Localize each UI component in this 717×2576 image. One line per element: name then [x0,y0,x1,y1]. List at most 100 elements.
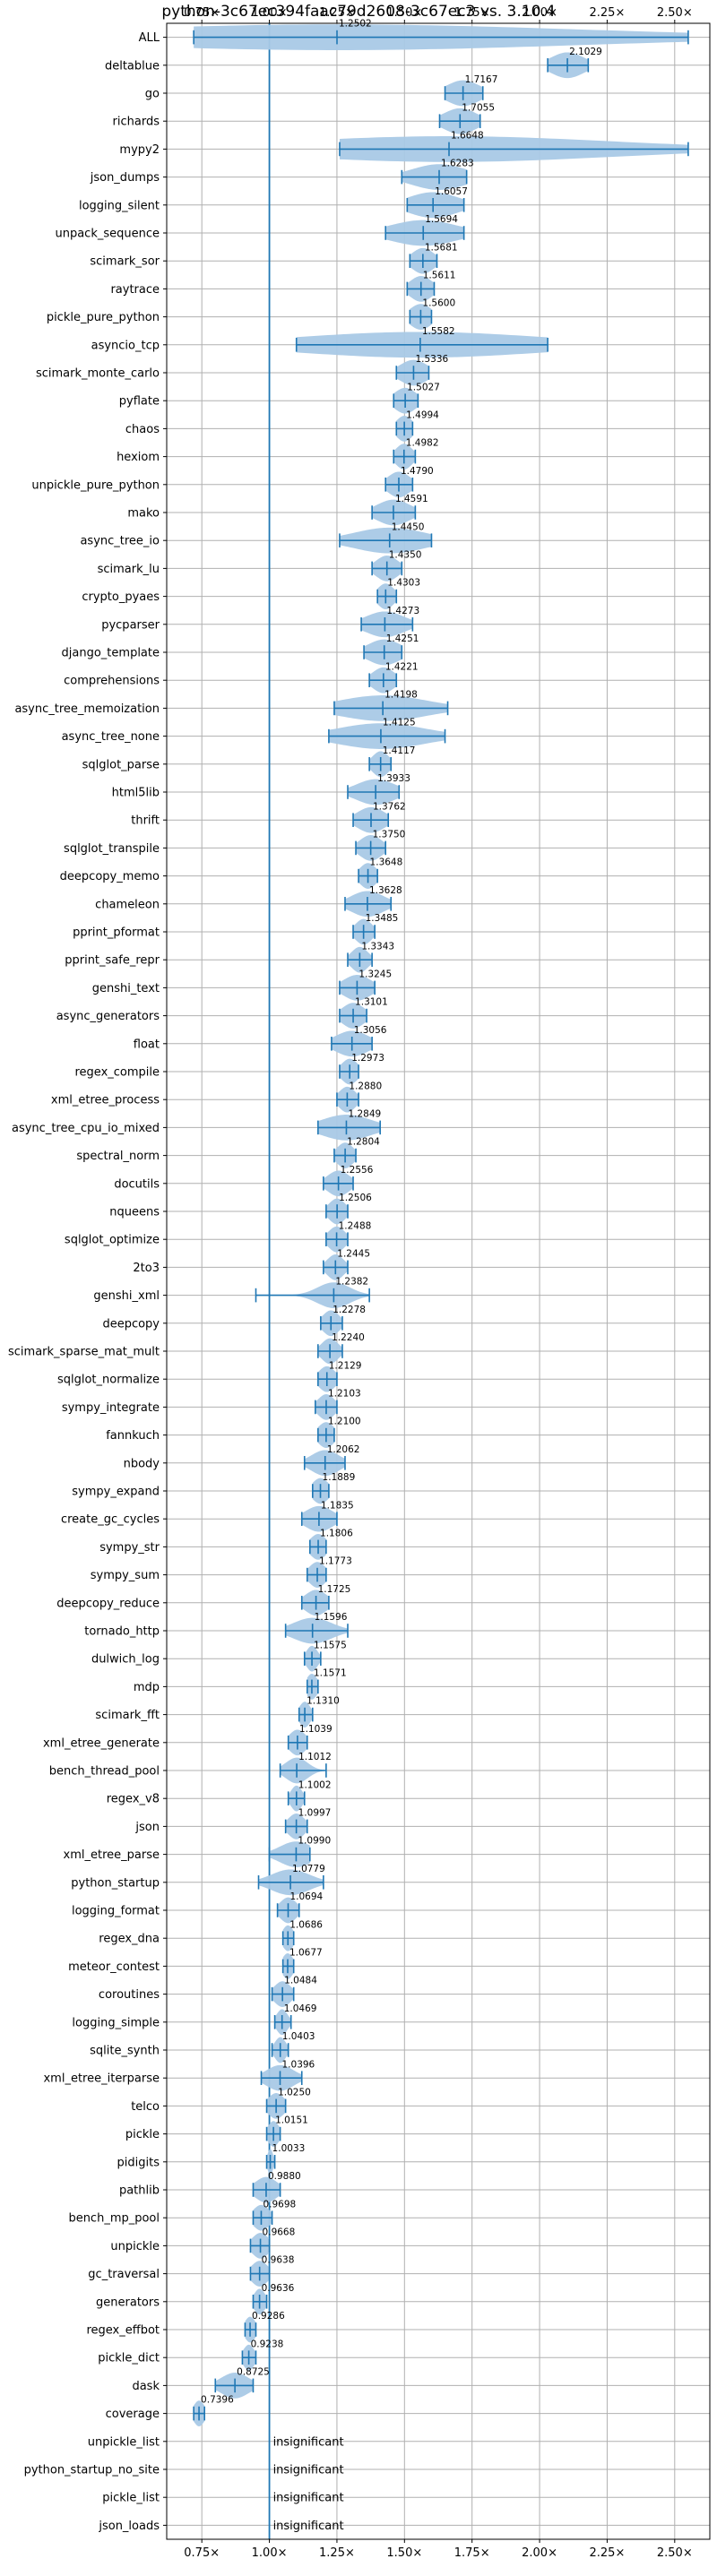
category-label: sympy_sum [91,1569,160,1582]
x-tick-label-bottom: 1.25× [319,2546,355,2560]
category-label: async_tree_io [80,535,160,548]
data-value-label: 1.6283 [441,159,474,169]
data-value-label: 1.2382 [335,1277,368,1288]
data-value-label: 1.2129 [329,1360,362,1371]
category-label: sqlite_synth [90,2045,160,2058]
x-tick-label-top: 2.00× [522,6,557,20]
label-layer: 0.75× 0.75× 1.00× 1.00× 1.25× 1.25× 1.50× 1.50×… [8,6,693,2560]
category-label: django_template [62,647,160,660]
category-label: generators [96,2296,160,2309]
data-value-label: 1.4790 [401,466,434,477]
data-value-label: 1.6057 [435,186,468,197]
category-label: scimark_fft [95,1709,160,1722]
data-value-label: 1.3485 [366,913,399,924]
data-value-label: 1.4591 [395,494,428,504]
x-tick-label-top: 0.75× [184,6,220,20]
data-value-label: 1.1596 [315,1612,348,1623]
category-label: asyncio_tcp [91,339,160,352]
category-label: pidigits [117,2156,160,2169]
category-label: sqlglot_optimize [65,1234,160,1247]
category-label: mdp [134,1681,160,1694]
data-value-label: 1.2240 [332,1332,365,1343]
data-value-label: 1.1575 [314,1640,347,1650]
category-label: chameleon [95,898,160,911]
category-label: deepcopy_reduce [56,1597,160,1610]
data-value-label: 1.5582 [422,326,455,337]
data-value-label: 1.3056 [354,1025,387,1036]
insignificant-label: insignificant [273,2464,344,2477]
data-value-label: 1.2880 [349,1081,382,1091]
plot-frame [166,22,711,2540]
data-value-label: 1.3648 [370,857,403,868]
chart-title: python-3c67ec394faac79d2608-3c67ec3 vs. … [161,3,555,21]
data-value-label: 1.5611 [423,271,456,281]
category-label: spectral_norm [76,1150,160,1163]
category-label: logging_simple [72,2016,160,2029]
category-label: scimark_sor [90,255,160,269]
category-label: xml_etree_process [51,1094,160,1107]
category-label: coverage [106,2408,160,2421]
data-value-label: 1.0484 [284,1976,317,1986]
data-value-label: 1.1310 [307,1696,340,1707]
category-label: bench_mp_pool [68,2212,160,2226]
data-value-label: 0.9238 [251,2339,284,2349]
data-value-label: 1.0469 [284,2003,317,2014]
data-value-label: 1.2973 [351,1053,384,1064]
data-value-label: 1.4994 [406,410,439,421]
data-value-label: 1.2445 [337,1249,370,1260]
insignificant-label: insignificant [273,2520,344,2533]
data-value-label: 1.3245 [358,969,392,980]
data-value-label: 0.9880 [268,2171,301,2182]
data-value-label: 1.2502 [339,19,372,30]
data-value-label: 0.8725 [237,2367,270,2378]
category-label: unpickle_pure_python [31,478,160,492]
x-tick-label-top: 1.75× [454,6,490,20]
data-value-label: 1.0990 [298,1836,331,1847]
data-value-label: 1.3101 [355,997,388,1008]
data-value-label: 1.1806 [320,1529,353,1539]
category-label: genshi_xml [93,1289,160,1303]
data-value-label: 1.6648 [451,131,484,142]
data-value-label: 1.0686 [289,1919,323,1930]
data-value-label: 1.3750 [373,830,406,840]
category-label: logging_format [72,1905,160,1918]
category-label: deepcopy_memo [60,870,160,883]
data-value-label: 1.2103 [328,1389,361,1400]
x-tick-label-top: 1.00× [252,6,288,20]
data-value-label: 1.7055 [462,102,495,113]
category-label: mypy2 [119,143,160,157]
category-label: python_startup [71,1876,160,1890]
data-value-label: 1.0151 [275,2115,308,2126]
category-label: json_dumps [90,171,160,185]
data-value-label: 1.4117 [383,745,416,756]
data-value-label: 1.4198 [384,690,418,701]
data-value-label: 1.4125 [383,718,416,728]
data-value-label: 1.1571 [314,1668,347,1679]
insignificant-label: insignificant [273,2492,344,2505]
category-label: meteor_contest [68,1960,160,1974]
x-tick-label-bottom: 0.75× [184,2546,220,2560]
category-label: pickle_pure_python [47,311,160,324]
category-label: deepcopy [102,1317,160,1331]
category-label: async_tree_none [62,730,160,744]
data-value-label: 1.1039 [299,1724,333,1735]
x-tick-label-bottom: 2.00× [522,2546,557,2560]
grid-layer [163,20,710,2543]
data-value-label: 1.3628 [369,885,402,896]
data-value-label: 1.1835 [321,1500,354,1511]
category-label: bench_thread_pool [49,1765,160,1779]
violin-layer [193,24,689,2426]
x-tick-label-top: 1.50× [386,6,422,20]
category-label: coroutines [99,1988,160,2002]
category-label: pyflate [119,395,160,409]
category-label: go [145,88,160,101]
category-label: pickle_dict [98,2352,160,2365]
data-value-label: 1.2062 [327,1444,360,1455]
data-value-label: 1.0779 [292,1864,325,1874]
data-value-label: 1.5681 [425,242,458,253]
category-label: async_generators [56,1010,160,1023]
category-label: ALL [139,31,160,45]
data-value-label: 0.9638 [262,2255,295,2266]
data-value-label: 0.9698 [263,2199,296,2210]
